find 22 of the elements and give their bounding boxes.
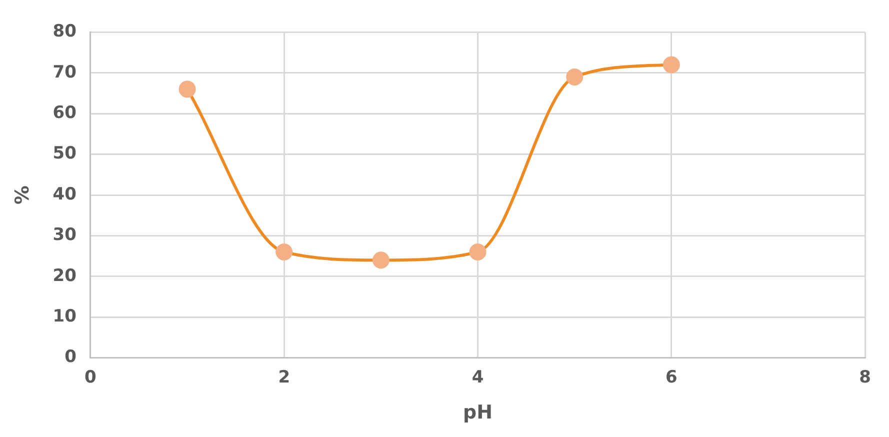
y-tick-label: 0 xyxy=(64,347,77,368)
y-tick-label: 60 xyxy=(52,103,77,124)
x-tick-label: 2 xyxy=(278,367,290,388)
x-tick-label: 0 xyxy=(84,367,97,388)
y-tick-label: 50 xyxy=(52,144,77,164)
y-tick-label: 30 xyxy=(52,225,77,246)
point xyxy=(276,243,293,260)
y-tick-label: 40 xyxy=(52,184,77,204)
point xyxy=(178,80,196,98)
y-tick-label: 10 xyxy=(52,306,77,327)
point xyxy=(662,56,680,74)
y-axis-title: % xyxy=(11,185,34,205)
x-tick-label: 6 xyxy=(666,367,678,388)
y-tick-label: 70 xyxy=(52,62,77,82)
y-tick-label: 80 xyxy=(52,22,77,42)
x-tick-label: 8 xyxy=(859,367,872,388)
y-tick-label: 20 xyxy=(52,266,77,286)
x-axis-title: pH xyxy=(463,402,493,424)
point xyxy=(372,252,390,269)
x-tick-label: 4 xyxy=(472,367,484,388)
point xyxy=(566,68,584,86)
point xyxy=(469,243,486,260)
